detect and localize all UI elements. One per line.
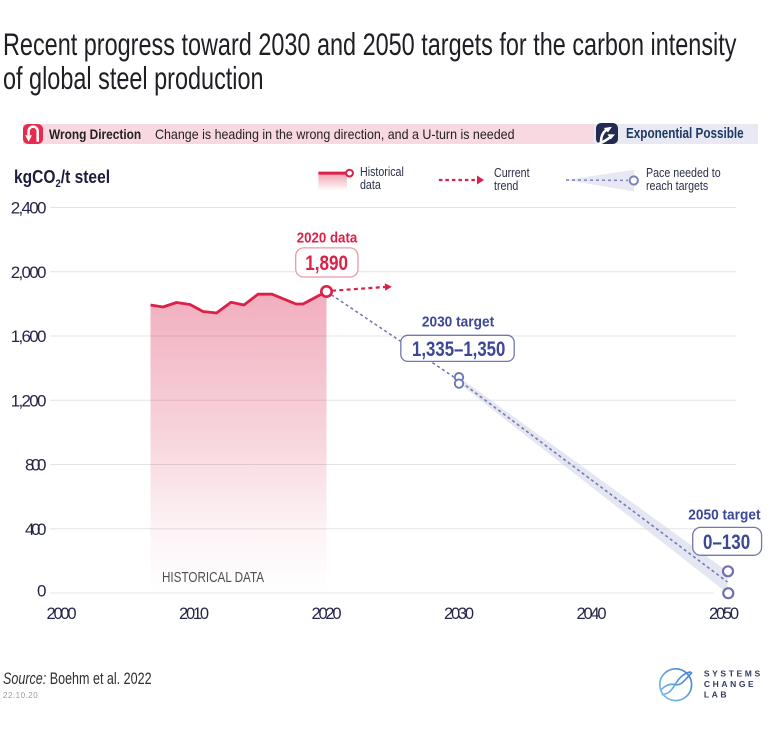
svg-text:2050 target: 2050 target (688, 507, 760, 523)
svg-text:2,000: 2,000 (11, 263, 47, 282)
svg-text:1,200: 1,200 (11, 391, 47, 410)
svg-text:0–130: 0–130 (703, 531, 750, 554)
svg-text:HISTORICAL DATA: HISTORICAL DATA (162, 570, 264, 586)
svg-text:1,890: 1,890 (305, 252, 348, 275)
svg-text:SYSTEMS: SYSTEMS (704, 669, 763, 679)
svg-text:CHANGE: CHANGE (704, 679, 756, 689)
svg-text:2040: 2040 (577, 605, 607, 623)
svg-text:2030 target: 2030 target (422, 314, 494, 330)
svg-text:1,600: 1,600 (11, 327, 47, 346)
svg-text:400: 400 (25, 520, 47, 539)
svg-text:2000: 2000 (47, 605, 77, 623)
svg-text:2020 data: 2020 data (297, 230, 358, 246)
svg-text:2010: 2010 (179, 605, 209, 623)
svg-text:2030: 2030 (444, 605, 474, 623)
svg-text:2020: 2020 (312, 605, 342, 623)
svg-text:2,400: 2,400 (11, 199, 47, 218)
svg-text:0: 0 (37, 582, 46, 601)
svg-text:2050: 2050 (709, 605, 739, 623)
svg-text:LAB: LAB (704, 690, 729, 700)
svg-text:1,335–1,350: 1,335–1,350 (412, 338, 505, 361)
svg-text:800: 800 (25, 456, 47, 475)
